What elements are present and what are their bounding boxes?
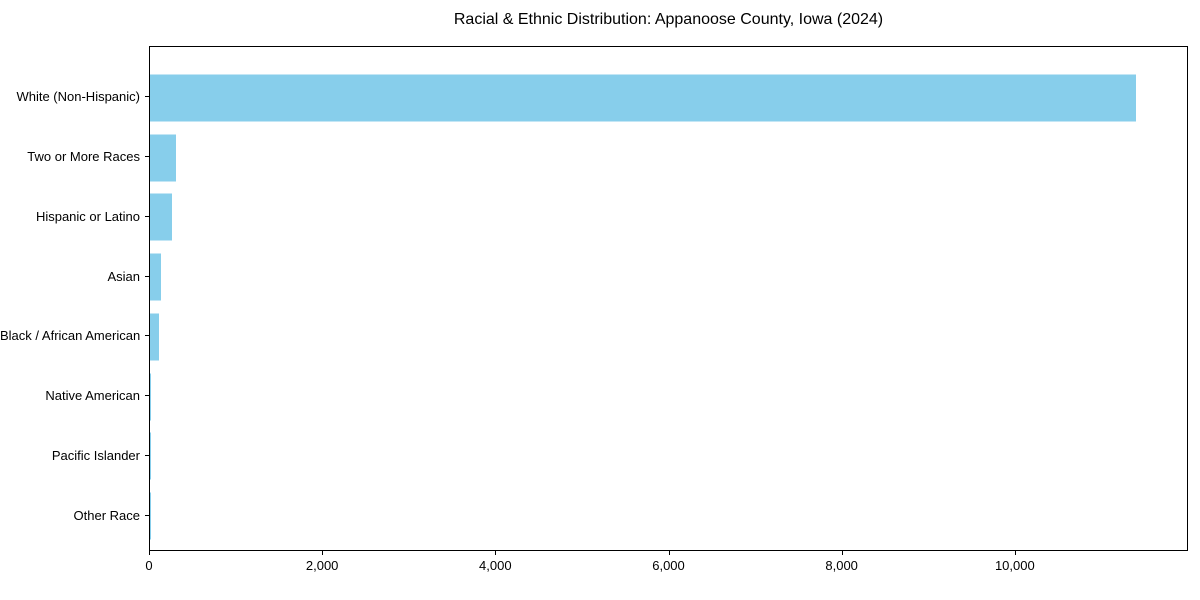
y-axis-label: Hispanic or Latino bbox=[35, 208, 140, 224]
plot-area bbox=[149, 46, 1188, 551]
bar-rows bbox=[150, 68, 1187, 546]
y-axis-tick-mark bbox=[145, 514, 149, 516]
y-axis-label: Pacific Islander bbox=[51, 447, 140, 463]
x-axis: 0 2,000 4,000 6,000 8,000 10,000 bbox=[145, 551, 1188, 581]
y-axis-label-row: Other Race bbox=[0, 485, 149, 545]
bar bbox=[150, 313, 160, 361]
y-axis-tick-mark bbox=[145, 395, 149, 397]
x-axis-tick-mark bbox=[841, 551, 843, 555]
x-axis-tick-label: 4,000 bbox=[479, 558, 512, 573]
bar bbox=[150, 492, 151, 540]
bar bbox=[150, 373, 152, 421]
bar bbox=[150, 134, 176, 182]
y-axis-label-row: Two or More Races bbox=[0, 127, 149, 187]
y-axis-label-row: Asian bbox=[0, 246, 149, 306]
y-axis-label-row: Native American bbox=[0, 366, 149, 426]
y-axis-label: Asian bbox=[107, 268, 140, 284]
bar-row bbox=[150, 307, 1187, 367]
y-axis-label: Black / African American bbox=[0, 328, 141, 344]
y-axis-label-row: White (Non-Hispanic) bbox=[0, 67, 149, 127]
y-axis-label-row: Black / African American bbox=[0, 306, 149, 366]
bar bbox=[150, 74, 1136, 122]
x-axis-tick-mark bbox=[495, 551, 497, 555]
x-axis-tick-label: 6,000 bbox=[652, 558, 685, 573]
y-axis-label-row: Hispanic or Latino bbox=[0, 187, 149, 247]
bar-row bbox=[150, 486, 1187, 546]
y-axis-labels: White (Non-Hispanic) Two or More Races His… bbox=[0, 67, 149, 545]
y-axis-tick-mark bbox=[145, 215, 149, 217]
y-axis-tick-mark bbox=[145, 454, 149, 456]
bar bbox=[150, 193, 172, 241]
y-axis-label-row: Pacific Islander bbox=[0, 426, 149, 486]
bar-row bbox=[150, 427, 1187, 487]
bar-row bbox=[150, 188, 1187, 248]
y-axis-tick-mark bbox=[145, 335, 149, 337]
chart-title: Racial & Ethnic Distribution: Appanoose … bbox=[453, 11, 884, 28]
x-axis-tick-label: 2,000 bbox=[305, 558, 339, 573]
x-axis-tick-label: 0 bbox=[145, 558, 153, 573]
bar-row bbox=[150, 367, 1187, 427]
bar-row bbox=[150, 247, 1187, 307]
y-axis-label: Native American bbox=[45, 388, 140, 404]
x-axis-tick-label: 8,000 bbox=[825, 558, 858, 573]
x-axis-tick-mark bbox=[1014, 551, 1016, 555]
bar bbox=[150, 253, 161, 301]
bar-row bbox=[150, 128, 1187, 188]
y-axis-tick-mark bbox=[145, 156, 149, 158]
x-axis-tick-label: 10,000 bbox=[994, 558, 1035, 573]
y-axis-label: White (Non-Hispanic) bbox=[16, 89, 140, 105]
x-axis-tick-mark bbox=[322, 551, 324, 555]
x-axis-tick-mark bbox=[149, 551, 150, 555]
y-axis-label: Other Race bbox=[73, 507, 140, 523]
x-axis-tick-mark bbox=[668, 551, 670, 555]
y-axis-tick-mark bbox=[145, 275, 149, 277]
y-axis-label: Two or More Races bbox=[27, 149, 140, 165]
bar-row bbox=[150, 68, 1187, 128]
y-axis-tick-mark bbox=[145, 96, 149, 98]
